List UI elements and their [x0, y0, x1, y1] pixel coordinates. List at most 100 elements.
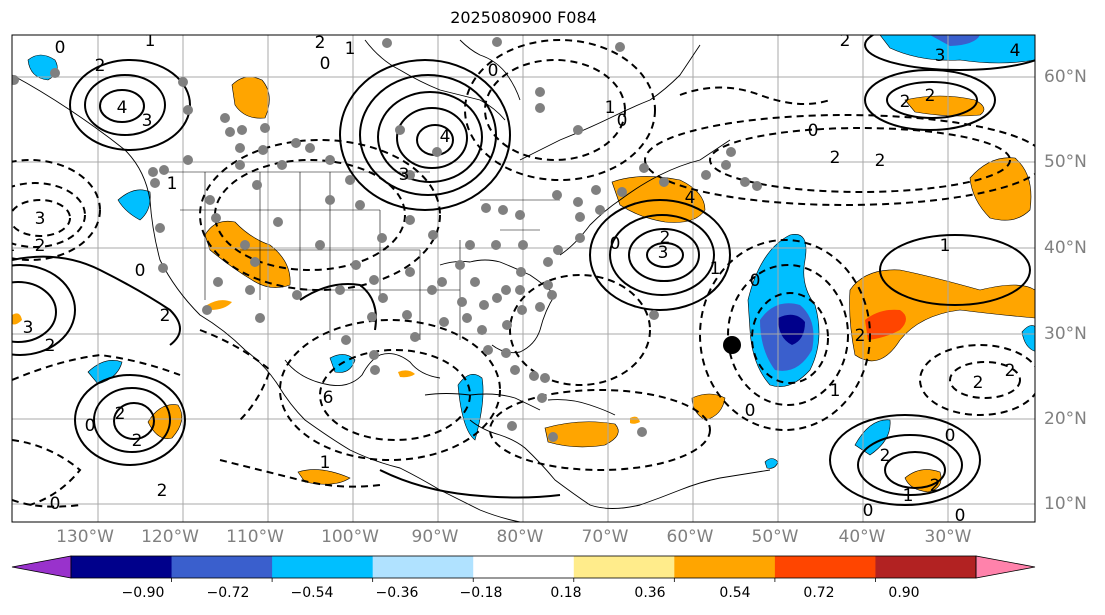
- contour-label: 0: [488, 61, 499, 81]
- contour-label: 4: [440, 127, 451, 147]
- shade-blue-pac-mid: [87, 360, 123, 385]
- lon-label-80w: 80°W: [496, 527, 544, 547]
- contour-label: 1: [605, 98, 616, 118]
- lon-label-30w: 30°W: [924, 527, 972, 547]
- contour-label: 2: [160, 306, 171, 326]
- contour-label: 3: [142, 111, 153, 131]
- contour-label: 2: [132, 431, 143, 451]
- shade-orange-atl-small: [691, 393, 726, 421]
- shade-blue-bc: [117, 189, 151, 221]
- lon-label-110w: 110°W: [226, 527, 284, 547]
- contour-label: 4: [1010, 41, 1021, 61]
- contour-label: 2: [830, 148, 841, 168]
- contour-label: 0: [320, 54, 331, 74]
- lon-label-100w: 100°W: [321, 527, 379, 547]
- contour-label: 1: [710, 259, 721, 279]
- colorbar-swatch: [71, 556, 173, 578]
- contour-label: 1: [345, 39, 356, 59]
- lat-label-20n: 20°N: [1044, 409, 1087, 429]
- colorbar: [11, 555, 1036, 582]
- shading-negative: [27, 35, 1035, 469]
- colorbar-swatch: [774, 556, 876, 578]
- contour-label: 2: [1005, 361, 1016, 381]
- shade-blue-east-atl: [854, 419, 891, 456]
- contour-label: 2: [115, 404, 126, 424]
- shade-orange-carib: [544, 421, 619, 448]
- colorbar-extend-low: [11, 555, 72, 579]
- contour-label: 0: [745, 401, 756, 421]
- lat-label-10n: 10°N: [1044, 494, 1087, 514]
- contour-label: 2: [315, 33, 326, 53]
- colorbar-swatch: [875, 556, 977, 578]
- lon-label-60w: 60°W: [666, 527, 714, 547]
- shade-blue-greenland: [879, 35, 1035, 64]
- shade-blue-carib: [457, 373, 484, 441]
- shade-blue-small: [764, 458, 779, 469]
- shade-orange-tiny3: [12, 313, 22, 325]
- contour-label: 6: [323, 388, 334, 408]
- contour-label: 0: [808, 121, 819, 141]
- shade-orange-tiny2: [207, 300, 232, 310]
- contour-label: 0: [135, 261, 146, 281]
- colorbar-extend-high: [975, 555, 1036, 579]
- contour-label: 2: [973, 373, 984, 393]
- contour-label: 0: [50, 494, 61, 514]
- colorbar-tick-9: 0.90: [888, 585, 920, 601]
- map-title: 2025080900 F084: [450, 8, 597, 27]
- shade-blue-right-edge: [1021, 325, 1035, 352]
- contour-label: 2: [900, 92, 911, 112]
- contour-label: 0: [55, 38, 66, 58]
- contour-label: 1: [320, 453, 331, 473]
- shade-orange-canada-w: [231, 76, 270, 119]
- colorbar-swatch: [674, 556, 776, 578]
- contour-label: 3: [35, 209, 46, 229]
- colorbar-tick-6: 0.36: [634, 585, 666, 601]
- lat-label-40n: 40°N: [1044, 238, 1087, 258]
- lon-label-90w: 90°W: [411, 527, 459, 547]
- shade-red-mid-atl: [865, 309, 906, 340]
- contour-label: 3: [658, 243, 669, 263]
- contour-label: 2: [157, 481, 168, 501]
- colorbar-tick-8: 0.72: [803, 585, 835, 601]
- shade-orange-east: [969, 157, 1032, 221]
- station-dots: [12, 37, 762, 442]
- lon-label-50w: 50°W: [751, 527, 799, 547]
- contour-label: 0: [955, 506, 966, 526]
- colorbar-tick-1: −0.72: [206, 585, 250, 601]
- shade-orange-us-w: [204, 221, 291, 288]
- storm-center-marker: [723, 336, 741, 354]
- lon-label-70w: 70°W: [581, 527, 629, 547]
- contour-label: 0: [945, 426, 956, 446]
- contour-label: 4: [117, 98, 128, 118]
- contour-label: 4: [685, 188, 696, 208]
- contour-label: 1: [145, 31, 156, 51]
- lon-label-130w: 130°W: [56, 527, 114, 547]
- contour-label: 1: [5, 236, 16, 256]
- contour-label: 0: [863, 501, 874, 521]
- colorbar-swatch: [372, 556, 474, 578]
- colorbar-tick-2: −0.54: [290, 585, 334, 601]
- contour-label: 2: [855, 326, 866, 346]
- colorbar-tick-3: −0.36: [375, 585, 419, 601]
- map-frame: [11, 34, 1036, 523]
- colorbar-swatch: [573, 556, 675, 578]
- contour-label: 1: [903, 486, 914, 506]
- shade-blue-atlantic-core: [778, 314, 805, 345]
- contour-label: 2: [660, 228, 671, 248]
- shading-positive: [12, 76, 1035, 493]
- lon-label-120w: 120°W: [141, 527, 199, 547]
- shade-orange-ne: [904, 95, 985, 117]
- contour-label: 2: [925, 86, 936, 106]
- colorbar-swatch: [473, 556, 575, 578]
- contour-label: 2: [45, 336, 56, 356]
- lat-label-60n: 60°N: [1044, 67, 1087, 87]
- contour-label: 0: [617, 111, 628, 131]
- shade-blue-greenland-inner: [930, 35, 980, 46]
- colorbar-tick-4: −0.18: [459, 585, 503, 601]
- gridlines: [12, 35, 1035, 522]
- colorbar-swatch: [272, 556, 374, 578]
- contour-label: 1: [830, 381, 841, 401]
- colorbar-tick-0: −0.90: [121, 585, 165, 601]
